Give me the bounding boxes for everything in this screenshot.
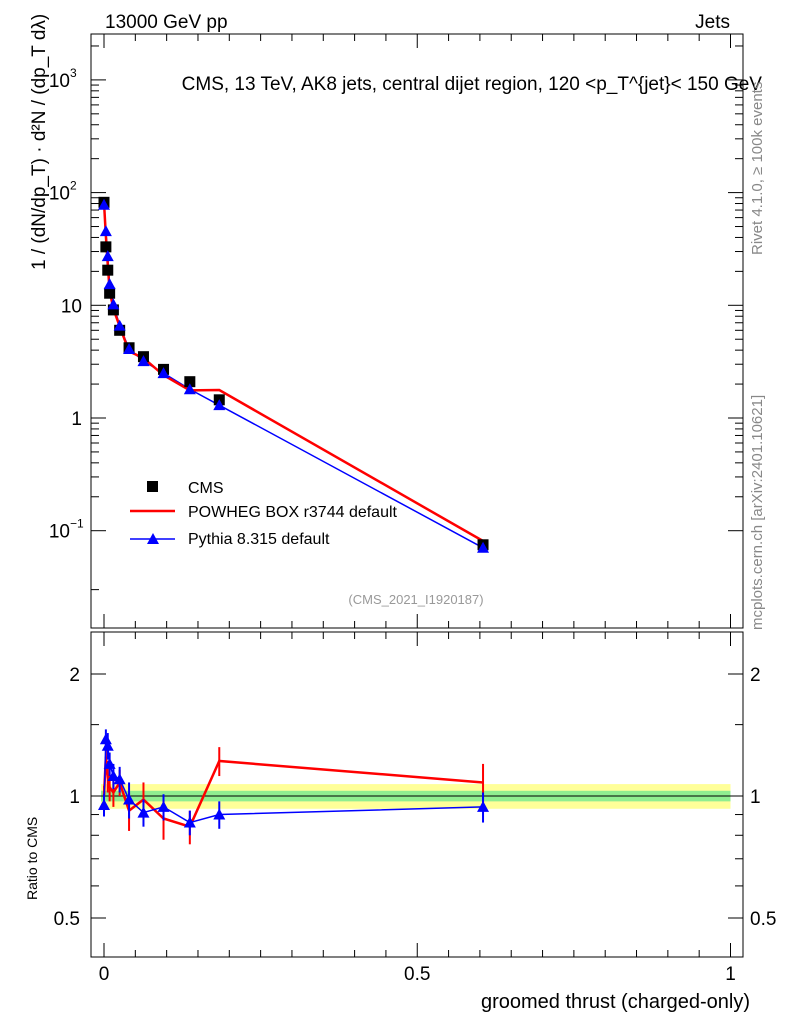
upper-ytick-label: 1: [71, 409, 82, 430]
pythia-point: [137, 355, 150, 367]
xtick-label: 1: [725, 964, 736, 985]
lower-ylabel: Ratio to CMS: [24, 817, 40, 900]
x-axis-label: groomed thrust (charged-only): [481, 991, 750, 1013]
pythia-point: [101, 250, 114, 262]
upper-ytick-label: 10: [49, 522, 70, 543]
cms-point: [184, 376, 196, 388]
chart-title: CMS, 13 TeV, AK8 jets, central dijet reg…: [182, 74, 763, 95]
lower-ytick-label-right: 2: [750, 665, 761, 686]
pythia-ratio-point: [123, 793, 136, 805]
cms-point: [102, 264, 114, 276]
xtick-label: 0.5: [404, 964, 430, 985]
pythia-ratio-point: [137, 806, 150, 818]
pythia-point: [183, 383, 196, 395]
legend: CMS POWHEG BOX r3744 default Pythia 8.31…: [130, 480, 398, 548]
cms-point: [107, 304, 119, 316]
upper-ytick-label: 10: [49, 71, 70, 92]
pythia-ratio-point: [113, 773, 126, 785]
upper-ytick-exponent: 2: [70, 179, 77, 193]
legend-cms-marker: [147, 481, 158, 492]
pythia-point: [157, 367, 170, 379]
upper-ylabel: 1 / (dN/dp_T) · d²N / (dp_T dλ): [29, 14, 50, 270]
pythia-ratio-point: [477, 800, 490, 812]
pythia-point: [103, 278, 116, 290]
pythia-ratio-point: [183, 816, 196, 828]
pythia-ratio-point: [157, 800, 170, 812]
pythia-ratio-point: [107, 770, 120, 782]
lower-ytick-label: 1: [69, 787, 80, 808]
legend-powheg: POWHEG BOX r3744 default: [188, 504, 398, 521]
pythia-ratio-point: [213, 808, 226, 820]
upper-ytick-label: 10: [49, 184, 70, 205]
pythia-point: [123, 342, 136, 354]
rivet-label: Rivet 4.1.0, ≥ 100k events: [749, 82, 766, 255]
lower-ytick-label-right: 0.5: [750, 909, 776, 930]
pythia-ratio-point: [101, 739, 114, 751]
pythia-point: [477, 541, 490, 553]
lower-ytick-label: 0.5: [54, 909, 80, 930]
xtick-label: 0: [99, 964, 110, 985]
cms-point: [100, 241, 112, 253]
energy-label: 13000 GeV pp: [105, 12, 228, 33]
analysis-tag: (CMS_2021_I1920187): [348, 592, 483, 607]
upper-ytick-exponent: 3: [70, 66, 77, 80]
mcplots-label: mcplots.cern.ch [arXiv:2401.10621]: [749, 395, 766, 630]
pythia-ratio-point: [98, 799, 110, 811]
pythia-point: [99, 225, 112, 237]
pythia-point: [213, 399, 226, 411]
cms-point: [104, 287, 116, 299]
pythia-point: [98, 198, 110, 210]
pythia-ratio-point: [99, 733, 112, 745]
process-label: Jets: [695, 12, 730, 33]
pythia-point: [113, 319, 126, 331]
pythia-point: [107, 298, 120, 310]
legend-cms: CMS: [188, 480, 224, 497]
upper-ytick-exponent: −1: [70, 517, 84, 531]
legend-pythia: Pythia 8.315 default: [188, 531, 330, 548]
legend-pythia-marker: [147, 533, 159, 544]
lower-ytick-label-right: 1: [750, 787, 761, 808]
lower-ytick-label: 2: [69, 665, 80, 686]
upper-ytick-label: 10: [61, 296, 82, 317]
